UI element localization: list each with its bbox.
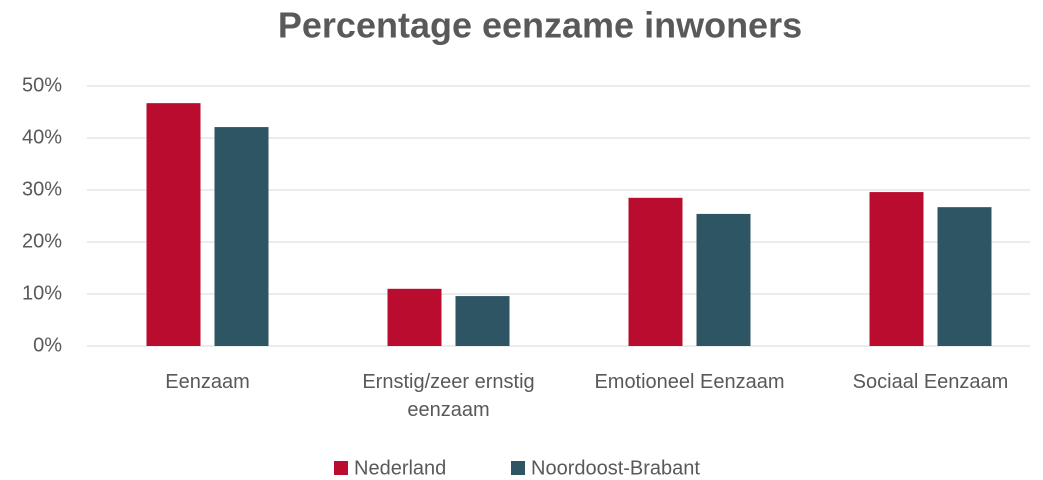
- y-tick-label: 50%: [22, 74, 62, 96]
- chart-title: Percentage eenzame inwoners: [278, 5, 802, 46]
- bar: [455, 296, 510, 346]
- y-tick-label: 0%: [33, 334, 62, 356]
- bar: [387, 288, 442, 346]
- bar: [937, 207, 992, 346]
- bar: [869, 192, 924, 346]
- legend-label: Noordoost-Brabant: [531, 457, 700, 479]
- bar: [628, 197, 683, 346]
- legend-label: Nederland: [354, 457, 446, 479]
- y-tick-label: 20%: [22, 230, 62, 252]
- bar: [146, 103, 201, 346]
- x-tick-label: Ernstig/zeer ernstig eenzaam: [362, 371, 535, 421]
- x-tick-label: Eenzaam: [165, 371, 250, 393]
- x-tick-label: Emotioneel Eenzaam: [594, 371, 785, 393]
- x-tick-label: Sociaal Eenzaam: [852, 371, 1009, 393]
- y-tick-label: 30%: [22, 178, 62, 200]
- y-tick-label: 10%: [22, 282, 62, 304]
- y-tick-label: 40%: [22, 126, 62, 148]
- legend-swatch: [511, 461, 525, 475]
- bar: [696, 213, 751, 346]
- legend-swatch: [334, 461, 348, 475]
- bar: [214, 127, 269, 346]
